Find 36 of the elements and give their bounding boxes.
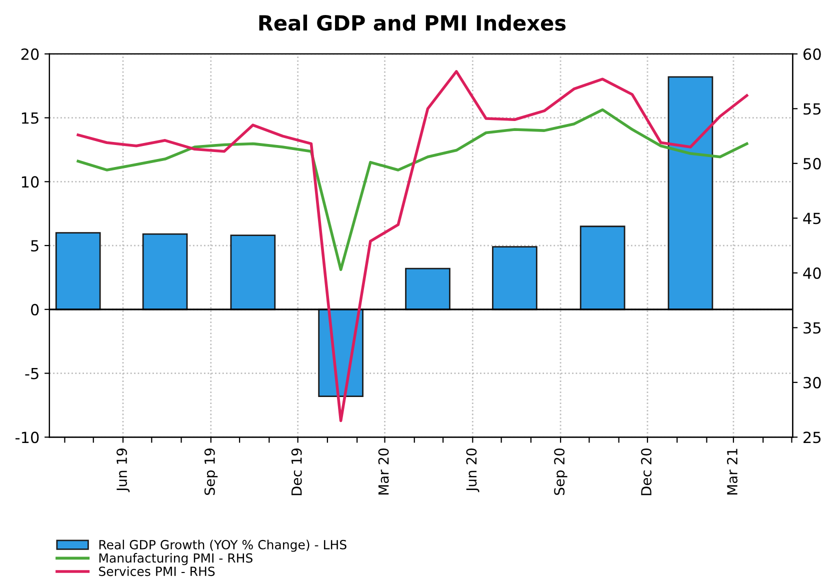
x-tick-label: Jun 20 [466,448,480,492]
x-tick-label: Mar 20 [378,448,389,494]
y-tick-label: 15 [22,112,38,124]
x-tick-label: Jun 19 [116,448,130,492]
line-series [76,108,748,272]
bar [668,76,714,310]
x-tick-label: Mar 21 [726,448,738,494]
line-series [76,70,748,422]
y-tick-label: 10 [22,176,39,188]
bar [142,233,188,310]
y-tick-label: 5 [31,240,38,252]
y-tick-label: -10 [16,432,39,444]
bar [580,226,626,310]
y2-tick-label: 40 [803,267,821,279]
y2-tick-label: 60 [803,48,821,60]
y2-tick-label: 30 [804,376,821,388]
x-tick-label: Dec 20 [641,448,652,496]
y2-tick-label: 45 [803,212,821,224]
bar [492,246,538,310]
bar [55,232,101,310]
y-tick-label: -5 [25,368,38,380]
y-tick-label: 0 [31,304,39,316]
y2-tick-label: 55 [804,103,821,115]
legend-label: Manufacturing PMI - RHS [99,553,252,566]
chart-title: Real GDP and PMI Indexes [259,14,566,31]
legend-label: Services PMI - RHS [99,566,215,576]
x-tick-label: Sep 20 [554,448,568,495]
y-tick-label: 20 [21,48,39,60]
legend-label: Real GDP Growth (YOY % Change) - LHS [99,540,346,552]
y2-tick-label: 25 [804,432,821,444]
x-tick-label: Dec 19 [291,448,302,496]
y2-tick-label: 35 [804,322,821,334]
bar [230,234,276,310]
y2-tick-label: 50 [804,158,821,170]
bar [405,268,450,310]
x-tick-label: Sep 19 [204,448,218,495]
